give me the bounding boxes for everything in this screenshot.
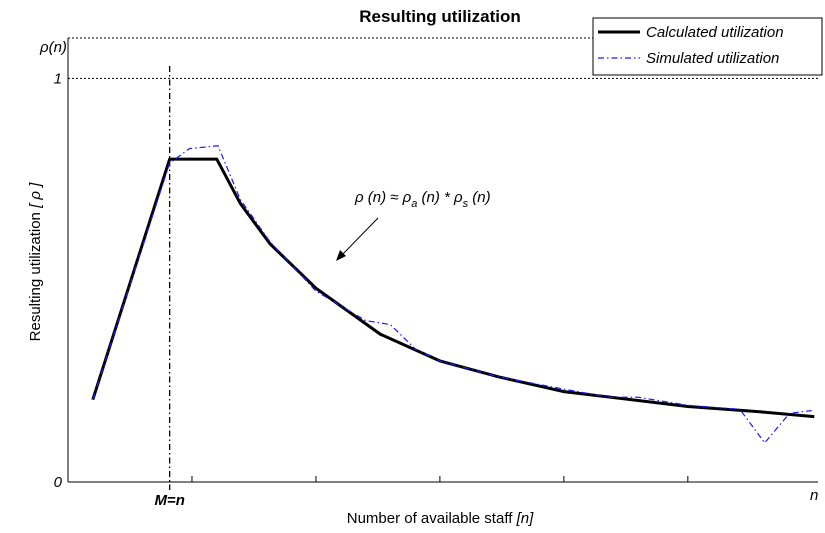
y-label-text: Resulting utilization [27, 212, 44, 341]
annotation-part: (n) * ρ [417, 189, 463, 206]
legend-label: Simulated utilization [646, 50, 779, 67]
annotation-part: (n) [468, 189, 491, 206]
annotation-sub: a [411, 198, 417, 210]
series-line [92, 145, 812, 444]
series-line [91, 157, 815, 419]
y-label-unit: [ ρ ] [27, 182, 44, 209]
x-corner-label: n [810, 487, 818, 504]
x-label-text: Number of available staff [347, 510, 513, 527]
y-corner-label: ρ(n) [39, 39, 67, 56]
y-tick-label: 0 [54, 474, 63, 491]
legend-label: Calculated utilization [646, 24, 784, 41]
chart-title: Resulting utilization [359, 7, 521, 26]
annotation-arrow [339, 217, 379, 258]
annotation-sub: s [463, 198, 469, 210]
arrow-head [336, 250, 346, 261]
reference-label: M=n [154, 492, 184, 509]
x-axis-label: Number of available staff [n] [347, 510, 534, 527]
annotation: ρ (n) ≈ ρa (n) * ρs (n) [354, 189, 491, 210]
legend-box [592, 17, 823, 76]
y-tick-label: 1 [54, 70, 62, 87]
y-axis-label: Resulting utilization [ ρ ] [27, 182, 44, 342]
x-label-unit: [n] [516, 510, 535, 527]
annotation-part: ρ (n) ≈ ρ [354, 189, 412, 206]
